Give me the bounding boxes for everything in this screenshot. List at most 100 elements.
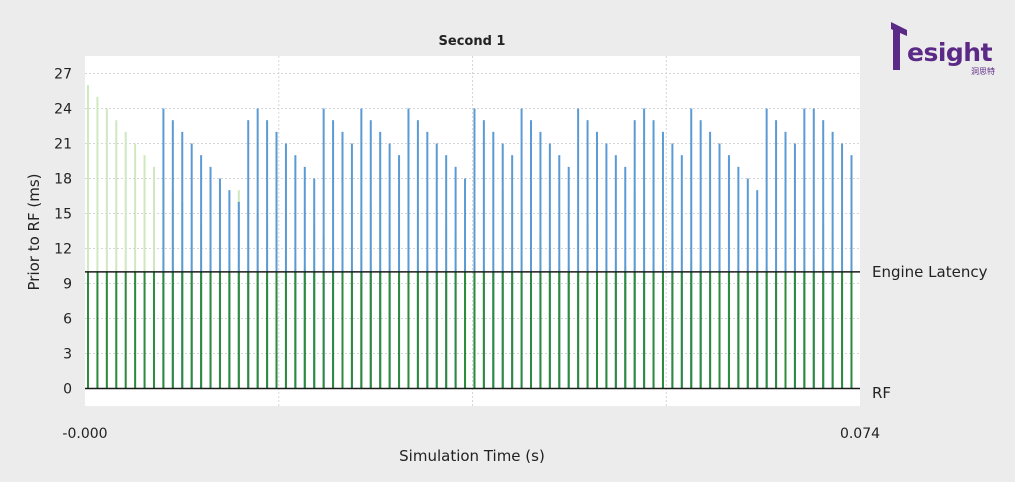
bar [322,271,325,389]
engine-latency-label: Engine Latency [872,263,988,281]
bar [143,271,146,389]
bar [530,271,533,389]
bar [247,120,250,389]
bar [87,271,89,389]
bar [548,143,551,389]
bar [765,271,768,389]
bar [699,120,702,389]
rf-label: RF [872,384,891,402]
bar [690,271,693,389]
bar [511,271,514,389]
logo-subtext: 洞思特 [971,67,995,76]
y-tick-label: 27 [54,67,72,83]
bar [831,271,834,389]
bar [624,271,627,389]
bar [341,131,344,389]
bar [303,271,306,389]
logo-text: esight [907,38,993,67]
bar [313,271,316,389]
bar [501,271,504,389]
bar [492,271,495,389]
bar [96,271,99,389]
bar [218,271,221,389]
bar [520,108,523,389]
y-tick-label: 0 [63,382,72,398]
bar [322,108,325,389]
bar [435,271,438,389]
bar [407,108,410,389]
y-tick-label: 9 [63,277,72,293]
bar [162,271,165,389]
bar [275,271,278,389]
bar [115,271,118,389]
bar [360,271,363,389]
bar [275,131,278,389]
bar [190,271,193,389]
bar [775,271,778,389]
bar [266,271,269,389]
bar [124,131,127,389]
bar [435,143,438,389]
bar [266,120,269,389]
bar [643,108,646,389]
bar [124,271,127,389]
bar [426,271,429,389]
bar [746,271,749,389]
bar [388,271,391,389]
bar [822,271,825,389]
bar [388,143,391,389]
bar [765,108,768,389]
bar [727,271,730,389]
bar [784,131,787,389]
bar [756,271,759,389]
bar [152,271,155,389]
bar [595,271,598,389]
bar [379,131,382,389]
bar [633,271,636,389]
bar [105,271,108,389]
bar [256,108,259,389]
bar [850,271,853,389]
bar [652,120,655,389]
y-axis-label: Prior to RF (ms) [25,173,43,290]
bar [398,271,401,389]
bar [530,120,533,389]
bar [115,120,118,389]
bar [652,271,655,389]
bar [190,143,193,389]
y-tick-label: 15 [54,207,72,223]
bar [671,143,674,389]
y-tick-label: 12 [54,242,72,258]
bar [379,271,382,389]
bar [558,271,561,389]
bar [445,271,448,389]
y-tick-labels: 0 3 6 9 12 15 18 21 24 27 [54,67,72,398]
bar [369,271,372,389]
bar [803,108,806,389]
bar [284,143,287,389]
bar [482,271,485,389]
bar [520,271,523,389]
bar [407,271,410,389]
y-tick-label: 3 [63,347,72,363]
bar [680,271,683,389]
bar [416,271,419,389]
bar [605,271,608,389]
bar [360,108,363,389]
bar [586,271,589,389]
bar [473,271,476,389]
bar [350,271,353,389]
reference-lines [85,271,860,390]
bar [162,108,165,389]
bar [209,271,212,389]
bar [841,271,844,389]
bar [492,131,495,389]
bar [539,131,542,389]
bar [426,131,429,389]
bar [539,271,542,389]
bar [228,271,231,389]
y-tick-label: 24 [54,102,72,118]
bar [775,120,778,389]
bar [595,131,598,389]
